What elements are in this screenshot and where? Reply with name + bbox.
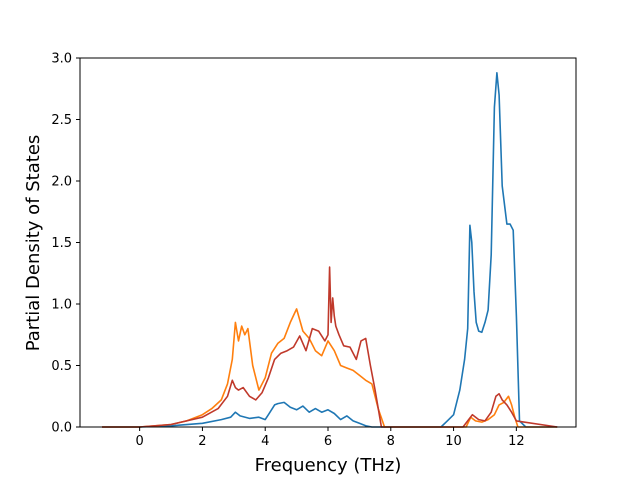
x-tick-label: 6 [324, 434, 332, 449]
x-tick-label: 8 [387, 434, 395, 449]
axes-frame [79, 57, 577, 428]
x-tick-label: 0 [136, 434, 144, 449]
series-line-2 [102, 308, 558, 428]
x-axis-label: Frequency (THz) [255, 455, 402, 476]
series-line-3 [102, 266, 558, 428]
y-tick-label: 0.0 [51, 421, 72, 436]
x-tick-label: 10 [445, 434, 462, 449]
y-tick-label: 2.5 [51, 113, 72, 128]
series-line-1 [102, 72, 558, 428]
x-tick-label: 2 [198, 434, 206, 449]
y-tick-label: 3.0 [51, 52, 72, 67]
y-tick-label: 1.5 [51, 236, 72, 251]
x-tick-label: 4 [261, 434, 269, 449]
y-tick-label: 0.5 [51, 359, 72, 374]
x-axis-ticks: 0 2 4 6 8 10 12 [136, 427, 525, 449]
y-axis-ticks: 0.0 0.5 1.0 1.5 2.0 2.5 3.0 [51, 52, 80, 436]
x-tick-label: 12 [508, 434, 525, 449]
y-tick-label: 2.0 [51, 175, 72, 190]
y-axis-label: Partial Density of States [23, 135, 44, 352]
y-tick-label: 1.0 [51, 298, 72, 313]
plot-area [102, 72, 558, 428]
